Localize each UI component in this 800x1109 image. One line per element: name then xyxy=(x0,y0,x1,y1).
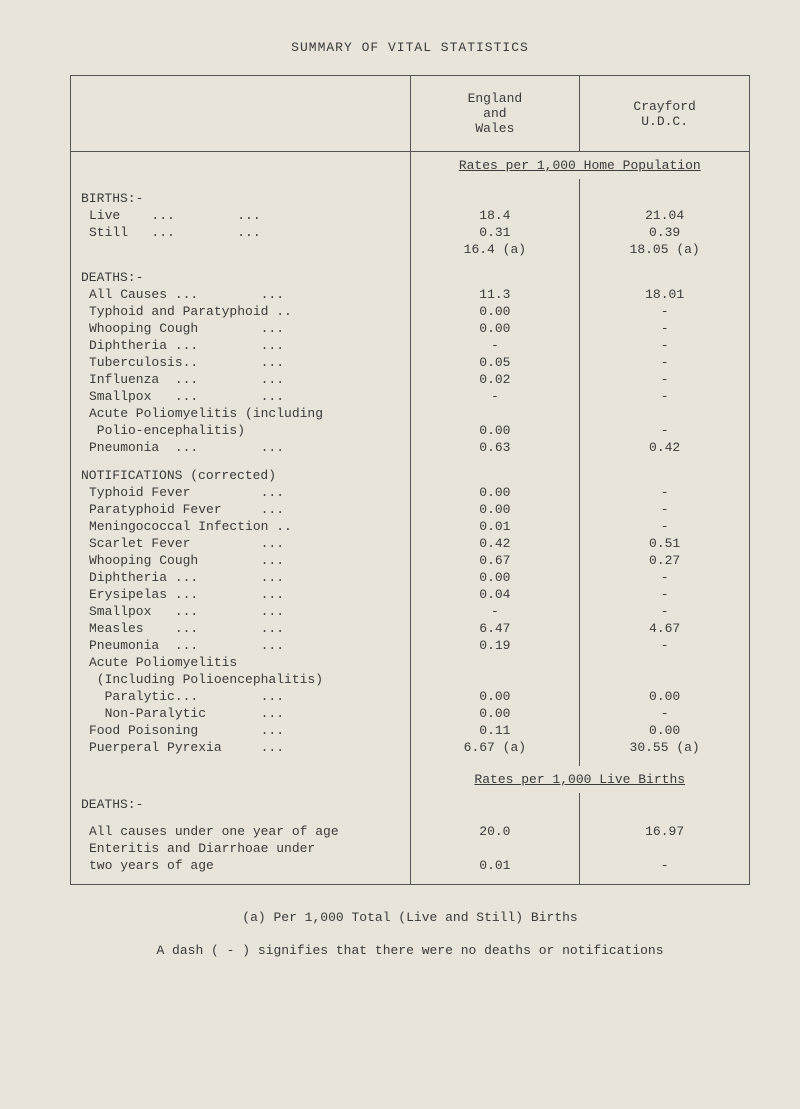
table-row: Diphtheria ... ...-- xyxy=(71,337,750,354)
subheader-births: Rates per 1,000 Live Births xyxy=(71,766,750,793)
table-row: Puerperal Pyrexia ...6.67 (a)30.55 (a) xyxy=(71,739,750,756)
spacer-row xyxy=(71,756,750,766)
section-births: BIRTHS:- xyxy=(71,179,750,207)
table-row: Pneumonia ... ...0.19- xyxy=(71,637,750,654)
section-deaths-infant-title: DEATHS:- xyxy=(71,793,411,813)
table-row: Polio-encephalitis)0.00- xyxy=(71,422,750,439)
table-row: Acute Poliomyelitis xyxy=(71,654,750,671)
subheader-population-text: Rates per 1,000 Home Population xyxy=(410,152,750,180)
section-births-title: BIRTHS:- xyxy=(71,179,411,207)
table-row: Food Poisoning ...0.110.00 xyxy=(71,722,750,739)
document-page: SUMMARY OF VITAL STATISTICS England and … xyxy=(0,0,800,988)
table-row: Measles ... ...6.474.67 xyxy=(71,620,750,637)
footnote-dash: A dash ( - ) signifies that there were n… xyxy=(70,943,750,958)
table-row: (Including Polioencephalitis) xyxy=(71,671,750,688)
table-row: Typhoid and Paratyphoid ..0.00- xyxy=(71,303,750,320)
table-row: 16.4 (a)18.05 (a) xyxy=(71,241,750,258)
vital-stats-table: England and Wales Crayford U.D.C. Rates … xyxy=(70,75,750,885)
table-row: Paralytic... ...0.000.00 xyxy=(71,688,750,705)
footnote-a: (a) Per 1,000 Total (Live and Still) Bir… xyxy=(70,910,750,925)
table-row: Paratyphoid Fever ...0.00- xyxy=(71,501,750,518)
section-notifications-title: NOTIFICATIONS (corrected) xyxy=(71,456,411,484)
table-row: Enteritis and Diarrhoae under xyxy=(71,840,750,857)
header-blank xyxy=(71,76,411,152)
table-row: Typhoid Fever ...0.00- xyxy=(71,484,750,501)
header-england: England and Wales xyxy=(410,76,580,152)
table-row: Smallpox ... ...-- xyxy=(71,603,750,620)
table-row: Acute Poliomyelitis (including xyxy=(71,405,750,422)
table-row: Live ... ...18.421.04 xyxy=(71,207,750,224)
table-row: Still ... ...0.310.39 xyxy=(71,224,750,241)
section-deaths-title: DEATHS:- xyxy=(71,258,411,286)
table-row: Non-Paralytic ...0.00- xyxy=(71,705,750,722)
table-row: Erysipelas ... ...0.04- xyxy=(71,586,750,603)
subheader-population: Rates per 1,000 Home Population xyxy=(71,152,750,180)
table-row: two years of age0.01- xyxy=(71,857,750,874)
table-row: All Causes ... ...11.318.01 xyxy=(71,286,750,303)
spacer-row xyxy=(71,874,750,885)
subheader-births-text: Rates per 1,000 Live Births xyxy=(410,766,750,793)
table-row: Scarlet Fever ...0.420.51 xyxy=(71,535,750,552)
header-crayford: Crayford U.D.C. xyxy=(580,76,750,152)
section-notifications: NOTIFICATIONS (corrected) xyxy=(71,456,750,484)
page-title: SUMMARY OF VITAL STATISTICS xyxy=(70,40,750,55)
spacer-row xyxy=(71,813,750,823)
section-deaths-infant: DEATHS:- xyxy=(71,793,750,813)
table-row: Diphtheria ... ...0.00- xyxy=(71,569,750,586)
table-row: All causes under one year of age20.016.9… xyxy=(71,823,750,840)
table-row: Pneumonia ... ...0.630.42 xyxy=(71,439,750,456)
table-row: Smallpox ... ...-- xyxy=(71,388,750,405)
table-row: Whooping Cough ...0.670.27 xyxy=(71,552,750,569)
section-deaths: DEATHS:- xyxy=(71,258,750,286)
table-row: Meningococcal Infection ..0.01- xyxy=(71,518,750,535)
table-row: Whooping Cough ...0.00- xyxy=(71,320,750,337)
table-row: Tuberculosis.. ...0.05- xyxy=(71,354,750,371)
table-header-row: England and Wales Crayford U.D.C. xyxy=(71,76,750,152)
table-row: Influenza ... ...0.02- xyxy=(71,371,750,388)
